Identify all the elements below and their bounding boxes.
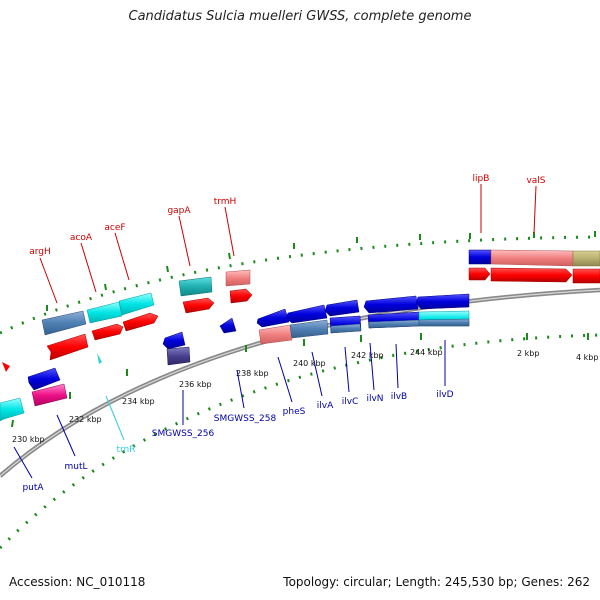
label-ilvN: ilvN <box>366 394 383 404</box>
gene-fwd-5[interactable] <box>229 288 253 304</box>
gene-fwd-1[interactable] <box>46 333 89 361</box>
label-gapA: gapA <box>167 206 191 216</box>
gene-fwd-3[interactable] <box>122 312 159 332</box>
gene-rev-trnR[interactable] <box>97 353 102 364</box>
label-trnR: trnR <box>116 445 135 455</box>
gene-rev-putA[interactable] <box>0 397 25 422</box>
gene-fwd-7[interactable] <box>490 267 573 283</box>
label-ilvA: ilvA <box>317 401 334 411</box>
scale-label-242: 242 kbp <box>351 351 384 360</box>
leader-putA <box>13 446 33 479</box>
gene-rev-ilvD-b[interactable] <box>418 318 470 327</box>
gene-rev-5[interactable] <box>363 295 419 314</box>
label-SMGWSS-258: SMGWSS_258 <box>214 414 277 424</box>
label-acoA: acoA <box>70 233 93 243</box>
gene-gapA[interactable] <box>178 276 213 297</box>
gene-fwd-2[interactable] <box>91 323 124 341</box>
leader-trmH <box>224 206 235 257</box>
gene-rev-pheS[interactable] <box>258 324 293 345</box>
gene-rev-6[interactable] <box>415 293 470 310</box>
leader-SMGWSS-258 <box>236 369 245 409</box>
scale-label-2kbp: 2 kbp <box>517 349 539 358</box>
label-ilvD: ilvD <box>436 390 453 400</box>
leader-ilvN <box>369 342 375 391</box>
gene-fwd-8[interactable] <box>572 268 600 284</box>
accession-text: Accession: NC_010118 <box>9 575 146 589</box>
gene-fwd-4[interactable] <box>182 297 215 314</box>
gene-rev-258[interactable] <box>219 317 237 334</box>
leader-valS <box>533 185 537 234</box>
gene-rev-256a[interactable] <box>162 331 186 350</box>
leader-ilvA <box>311 351 323 397</box>
leader-ilvC <box>344 346 350 393</box>
label-SMGWSS-256: SMGWSS_256 <box>152 429 215 439</box>
gene-trmH[interactable] <box>225 269 251 287</box>
gene-rev-1[interactable] <box>27 367 61 391</box>
leader-argH <box>39 257 58 304</box>
leader-trnR <box>105 395 125 441</box>
gene-lipB[interactable] <box>468 249 492 265</box>
scale-label-244: 244 kbp <box>410 348 443 357</box>
leader-acoA <box>80 242 97 293</box>
label-ilvB: ilvB <box>391 392 408 402</box>
gene-rev-3[interactable] <box>285 304 328 324</box>
gene-argH[interactable] <box>41 310 87 336</box>
map-title: Candidatus Sulcia muelleri GWSS, complet… <box>128 9 472 24</box>
label-ilvC: ilvC <box>342 397 359 407</box>
leader-aceF <box>114 232 130 281</box>
label-putA: putA <box>22 483 44 493</box>
label-mutL: mutL <box>64 462 87 472</box>
gene-rev-ilvA[interactable] <box>289 319 329 339</box>
gene-acoA[interactable] <box>86 301 123 324</box>
leader-pheS <box>277 356 293 403</box>
label-argH: argH <box>29 247 51 257</box>
topology-text: Topology: circular; Length: 245,530 bp; … <box>283 575 590 589</box>
scale-label-236: 236 kbp <box>179 380 212 389</box>
gene-rev-mutL[interactable] <box>31 383 68 407</box>
gene-next-olive[interactable] <box>572 250 600 267</box>
gene-fwd-left[interactable] <box>2 362 10 372</box>
gene-rev-4[interactable] <box>324 299 360 317</box>
scale-label-238: 238 kbp <box>236 369 269 378</box>
scale-label-240: 240 kbp <box>293 359 326 368</box>
label-aceF: aceF <box>104 223 125 233</box>
gene-aceF[interactable] <box>118 292 155 316</box>
leader-gapA <box>178 215 191 267</box>
scale-label-4kbp: 4 kbp <box>576 353 598 362</box>
gene-rev-ilvC-b[interactable] <box>330 323 362 334</box>
label-valS: valS <box>526 176 545 186</box>
scale-label-232: 232 kbp <box>69 415 102 424</box>
scale-label-230: 230 kbp <box>12 435 45 444</box>
label-pheS: pheS <box>283 407 306 417</box>
gene-rev-2[interactable] <box>256 308 290 328</box>
leader-ilvB <box>395 343 399 389</box>
label-trmH: trmH <box>214 197 237 207</box>
gene-rev-256b[interactable] <box>166 346 191 366</box>
leader-mutL <box>56 414 76 457</box>
gene-fwd-6[interactable] <box>468 267 491 281</box>
scale-label-234: 234 kbp <box>122 397 155 406</box>
label-lipB: lipB <box>473 174 490 184</box>
gene-valS[interactable] <box>490 249 574 267</box>
